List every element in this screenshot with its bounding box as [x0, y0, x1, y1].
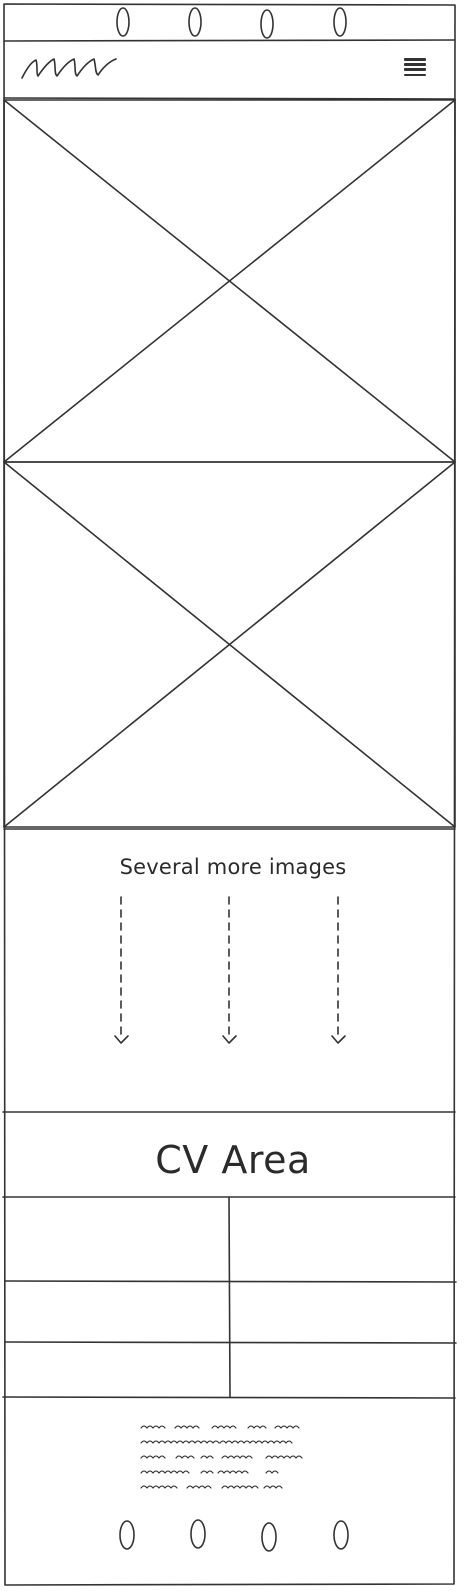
- footer-dot-1: [119, 1520, 135, 1550]
- nav-dot-1-button[interactable]: [115, 7, 131, 37]
- cv-area-title: CV Area: [155, 1138, 311, 1182]
- cv-cell: [232, 1284, 454, 1340]
- outer-frame: [3, 3, 456, 1586]
- footer-dot-4-button[interactable]: [333, 1520, 349, 1550]
- more-images-caption: Several more images: [119, 855, 347, 879]
- hamburger-menu-icon[interactable]: [404, 58, 426, 80]
- nav-dot-1: [116, 7, 130, 37]
- cv-cell: [232, 1345, 454, 1395]
- header-bottom-border: [3, 97, 456, 100]
- footer-dot-3: [261, 1522, 277, 1552]
- footer-dot-2-button[interactable]: [190, 1519, 206, 1549]
- cv-cell: [6, 1284, 228, 1340]
- nav-dot-2-button[interactable]: [187, 7, 203, 37]
- footer-dot-4: [333, 1520, 349, 1550]
- footer-text-scribble: [140, 1425, 303, 1489]
- footer-dot-2: [190, 1519, 206, 1549]
- nav-dot-3: [260, 9, 274, 39]
- nav-dot-4-button[interactable]: [332, 7, 348, 37]
- image-placeholder-2: [3, 461, 456, 828]
- cv-table: [2, 1196, 457, 1399]
- dashed-arrow-2: [222, 896, 237, 1044]
- image-placeholder-1: [3, 99, 456, 463]
- nav-dot-3-button[interactable]: [259, 9, 275, 39]
- cv-cell: [6, 1345, 228, 1395]
- footer-dot-3-button[interactable]: [261, 1522, 277, 1552]
- scribble-logo: [21, 58, 117, 79]
- cv-cell: [232, 1199, 454, 1279]
- cv-cell: [6, 1199, 228, 1279]
- dashed-arrow-1: [114, 896, 129, 1044]
- footer-dot-1-button[interactable]: [119, 1520, 135, 1550]
- nav-dot-2: [188, 7, 202, 37]
- header-top-border: [3, 39, 456, 42]
- dashed-arrow-3: [331, 896, 346, 1044]
- nav-dot-4: [333, 7, 347, 37]
